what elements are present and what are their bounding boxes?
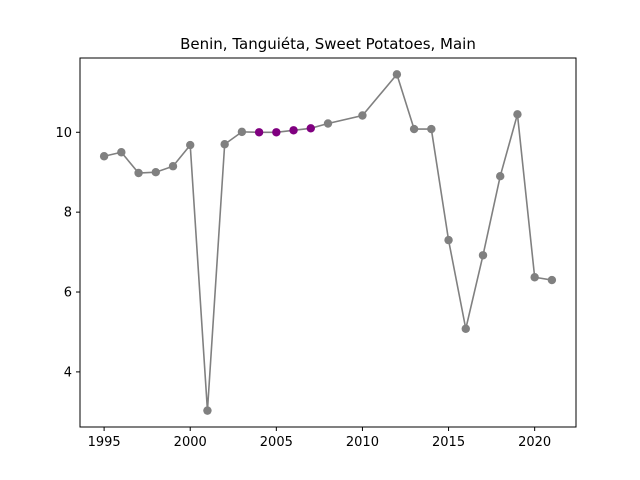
plot-area — [99, 70, 557, 415]
data-point — [117, 148, 126, 157]
data-point — [323, 119, 333, 128]
y-tick-label: 8 — [64, 206, 72, 221]
data-point — [99, 152, 109, 161]
data-point — [478, 251, 488, 260]
x-tick-label: 2000 — [174, 435, 207, 450]
data-point — [496, 172, 505, 181]
data-point — [530, 273, 539, 282]
y-tick-label: 6 — [64, 286, 72, 301]
x-tick-label: 2020 — [518, 435, 551, 450]
data-point — [151, 168, 160, 177]
data-point — [444, 235, 453, 245]
data-point — [220, 140, 229, 149]
data-point — [513, 110, 522, 119]
data-point — [547, 275, 557, 285]
x-tick-label: 2005 — [260, 435, 293, 450]
highlighted-data-point — [306, 124, 315, 133]
x-tick-label: 2010 — [346, 435, 379, 450]
chart-title: Benin, Tanguiéta, Sweet Potatoes, Main — [180, 35, 476, 53]
data-point — [186, 140, 195, 150]
y-tick-label: 10 — [55, 126, 72, 141]
data-point — [358, 111, 367, 120]
data-point — [392, 70, 402, 79]
x-tick-label: 2015 — [432, 435, 465, 450]
data-point — [168, 162, 178, 171]
y-axis: 4 6 8 10 — [55, 126, 80, 380]
highlighted-data-point — [272, 128, 281, 137]
x-tick-label: 1995 — [88, 435, 121, 450]
highlighted-data-point — [254, 128, 264, 137]
data-point — [203, 406, 212, 415]
plot-frame — [79, 57, 577, 428]
highlighted-data-point — [289, 126, 298, 135]
y-tick-label: 4 — [64, 365, 72, 380]
data-point — [237, 127, 247, 137]
data-point — [134, 168, 143, 178]
x-axis: 1995 2000 2005 2010 2015 2020 — [88, 427, 551, 450]
data-point — [461, 324, 470, 333]
data-point — [409, 124, 419, 134]
data-point — [427, 124, 436, 134]
